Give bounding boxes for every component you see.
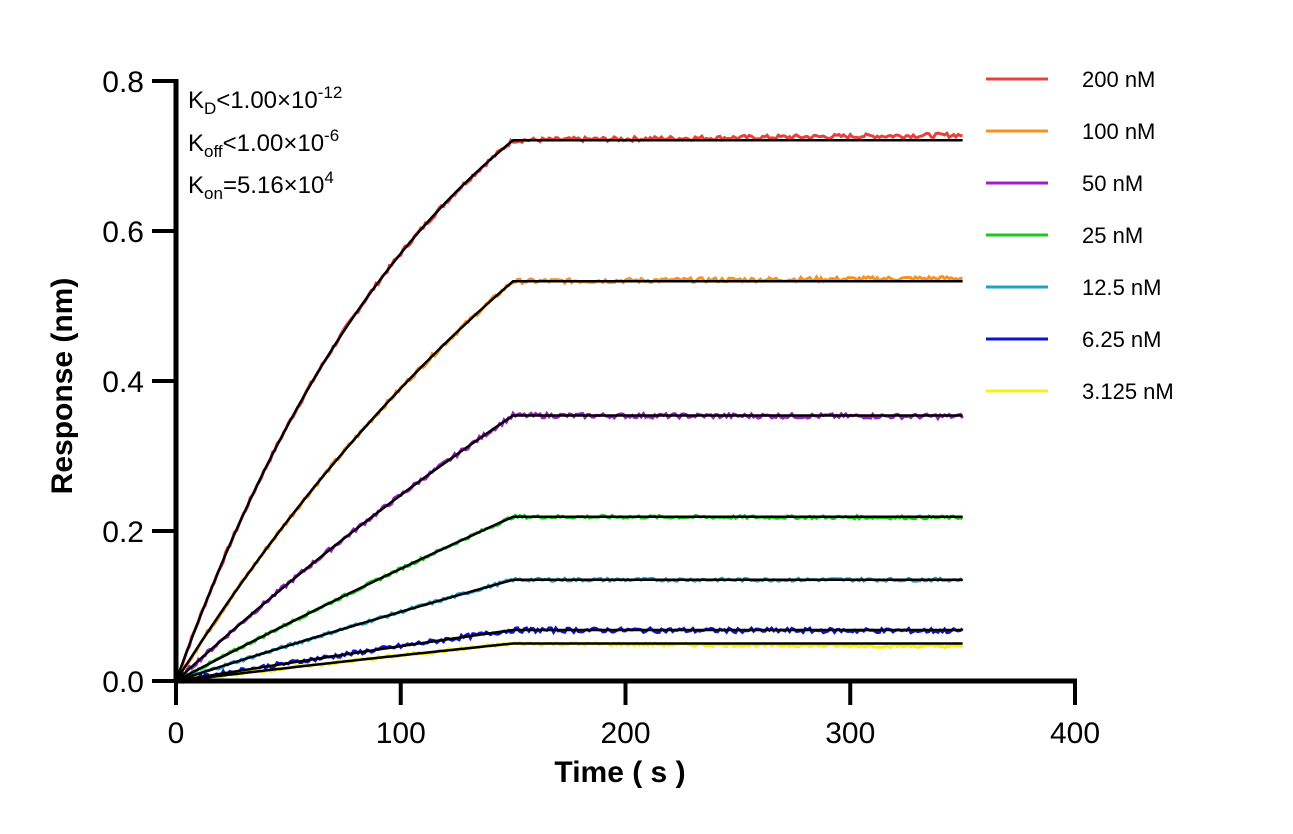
kon-annotation: Kon=5.16×104	[188, 168, 334, 203]
fit-lines	[174, 139, 963, 683]
legend-label: 200 nM	[1082, 67, 1155, 92]
y-tick-label: 0.8	[102, 66, 144, 99]
legend-label: 50 nM	[1082, 171, 1143, 196]
fit-line	[175, 642, 963, 683]
x-tick-label: 400	[1050, 717, 1100, 750]
fit-line	[175, 578, 963, 683]
legend-label: 100 nM	[1082, 119, 1155, 144]
legend-label: 3.125 nM	[1082, 379, 1174, 404]
y-tick-label: 0.0	[102, 666, 144, 699]
axes	[173, 79, 1077, 684]
y-tick-label: 0.2	[102, 516, 144, 549]
fit-line	[175, 515, 963, 683]
plot-area	[174, 131, 964, 684]
y-ticks: 0.0 0.2 0.4 0.6 0.8	[102, 66, 176, 699]
x-tick-label: 300	[825, 717, 875, 750]
x-axis-title: Time ( s )	[554, 756, 685, 789]
kinetics-annotations: KD<1.00×10-12 Koff<1.00×10-6 Kon=5.16×10…	[188, 83, 342, 203]
kd-annotation: KD<1.00×10-12	[188, 83, 342, 118]
x-ticks: 0 100 200 300 400	[168, 681, 1100, 750]
fit-line	[175, 628, 963, 683]
data-series-line	[175, 625, 964, 684]
y-axis-title: Response (nm)	[46, 278, 79, 495]
x-tick-label: 0	[168, 717, 185, 750]
data-series-line	[175, 513, 964, 683]
fit-line	[174, 139, 963, 682]
legend: 200 nM 100 nM 50 nM 25 nM 12.5 nM 6.25 nM 3.12…	[986, 67, 1174, 404]
legend-label: 6.25 nM	[1082, 327, 1162, 352]
fit-line	[174, 280, 963, 682]
y-tick-label: 0.6	[102, 216, 144, 249]
x-tick-label: 100	[376, 717, 426, 750]
data-series-line	[174, 131, 963, 682]
koff-annotation: Koff<1.00×10-6	[188, 126, 339, 161]
legend-label: 12.5 nM	[1082, 275, 1162, 300]
x-tick-label: 200	[600, 717, 650, 750]
data-series-line	[174, 410, 964, 682]
legend-label: 25 nM	[1082, 223, 1143, 248]
y-tick-label: 0.4	[102, 366, 144, 399]
fit-line	[175, 414, 963, 682]
